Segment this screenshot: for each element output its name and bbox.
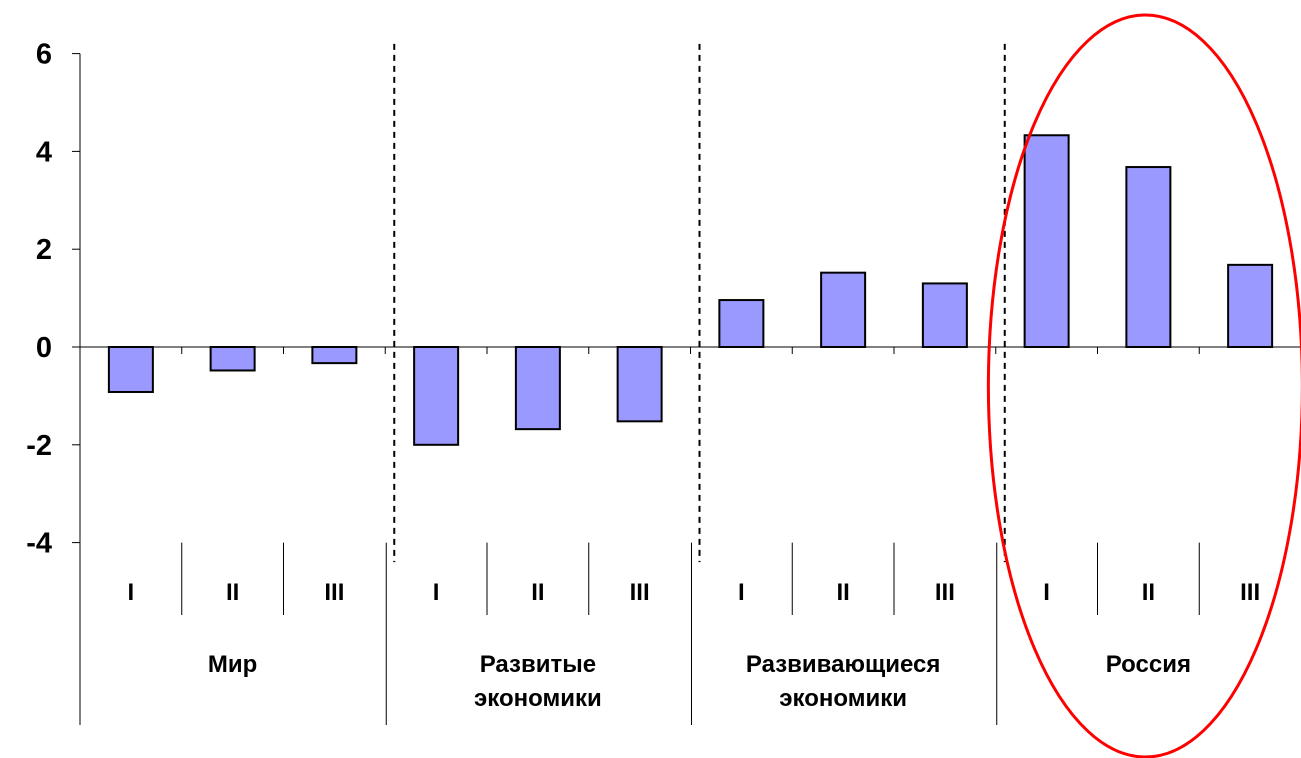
category-label: II <box>531 579 544 606</box>
group-label-line: экономики <box>779 685 907 712</box>
group-label: Развитые экономики <box>474 651 602 712</box>
bars-layer <box>107 134 1274 446</box>
y-tick-label: 0 <box>36 332 52 364</box>
bar-3-1 <box>1125 166 1172 348</box>
category-label: II <box>1142 579 1155 606</box>
highlight-ellipse <box>986 13 1301 758</box>
group-label-line: Развитые <box>480 651 596 678</box>
group-label: Развивающиеся экономики <box>746 651 940 712</box>
bar-2-2 <box>921 282 968 348</box>
y-tick-label: 6 <box>36 39 52 71</box>
group-separators <box>393 43 1006 563</box>
category-label: II <box>226 579 239 606</box>
y-axis-ticks: -4 -2 0 2 4 6 <box>26 39 80 560</box>
bar-0-2 <box>311 346 358 365</box>
bar-2-1 <box>820 271 867 348</box>
y-tick-label: -2 <box>26 430 52 462</box>
y-tick-label: 4 <box>36 136 52 168</box>
category-label: III <box>630 579 650 606</box>
category-label: II <box>836 579 849 606</box>
y-tick-label: 2 <box>36 234 52 266</box>
bar-3-2 <box>1227 263 1274 348</box>
y-tick-label: -4 <box>26 528 52 560</box>
category-label: I <box>738 579 745 606</box>
group-label: Россия <box>1106 651 1191 678</box>
bar-1-0 <box>413 346 460 446</box>
highlight-layer <box>986 13 1301 758</box>
bar-1-1 <box>514 346 561 431</box>
category-label: III <box>935 579 955 606</box>
bar-2-0 <box>718 299 765 348</box>
category-label: I <box>1043 579 1050 606</box>
bar-3-0 <box>1023 134 1070 348</box>
category-label: III <box>324 579 344 606</box>
category-label: I <box>128 579 135 606</box>
bar-0-0 <box>107 346 154 393</box>
category-label: III <box>1240 579 1260 606</box>
bar-0-1 <box>209 346 256 372</box>
group-label-line: экономики <box>474 685 602 712</box>
bar-1-2 <box>616 346 663 423</box>
category-label: I <box>433 579 440 606</box>
group-label: Мир <box>208 651 257 678</box>
axes-layer <box>79 53 1301 725</box>
group-label-line: Развивающиеся <box>746 651 940 678</box>
